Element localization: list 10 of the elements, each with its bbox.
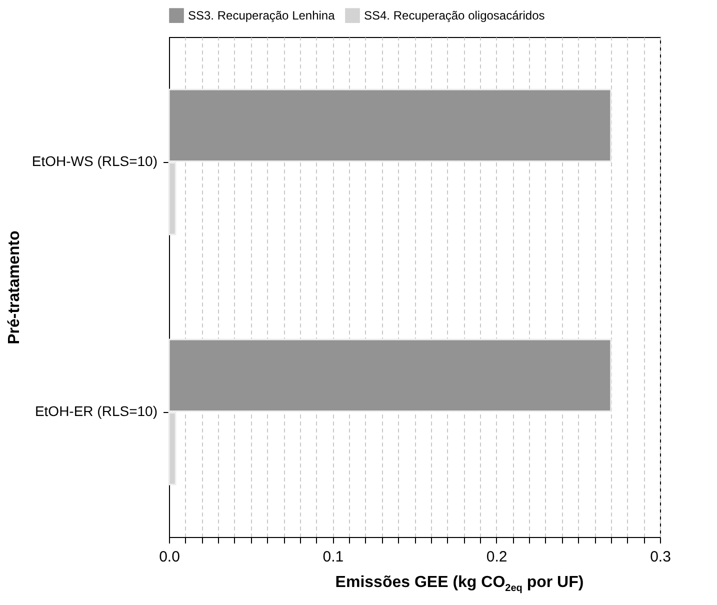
legend-label: SS3. Recuperação Lenhina — [188, 8, 336, 23]
y-tick-label: EtOH-WS (RLS=10) — [32, 153, 158, 169]
x-tick-label: 0.0 — [159, 548, 180, 566]
x-axis-title: Emissões GEE (kg CO$_{2eq}$ por UF) — [334, 574, 585, 594]
y-axis-title: Pré-tratamento — [6, 230, 23, 344]
x-tick-label: 0.3 — [650, 548, 671, 566]
x-tick-label: 0.2 — [486, 548, 508, 566]
x-tick-label: 0.1 — [322, 548, 344, 566]
legend-label: SS4. Recuperação oligosacáridos — [364, 8, 545, 23]
y-tick-label: EtOH-ER (RLS=10) — [34, 403, 158, 419]
